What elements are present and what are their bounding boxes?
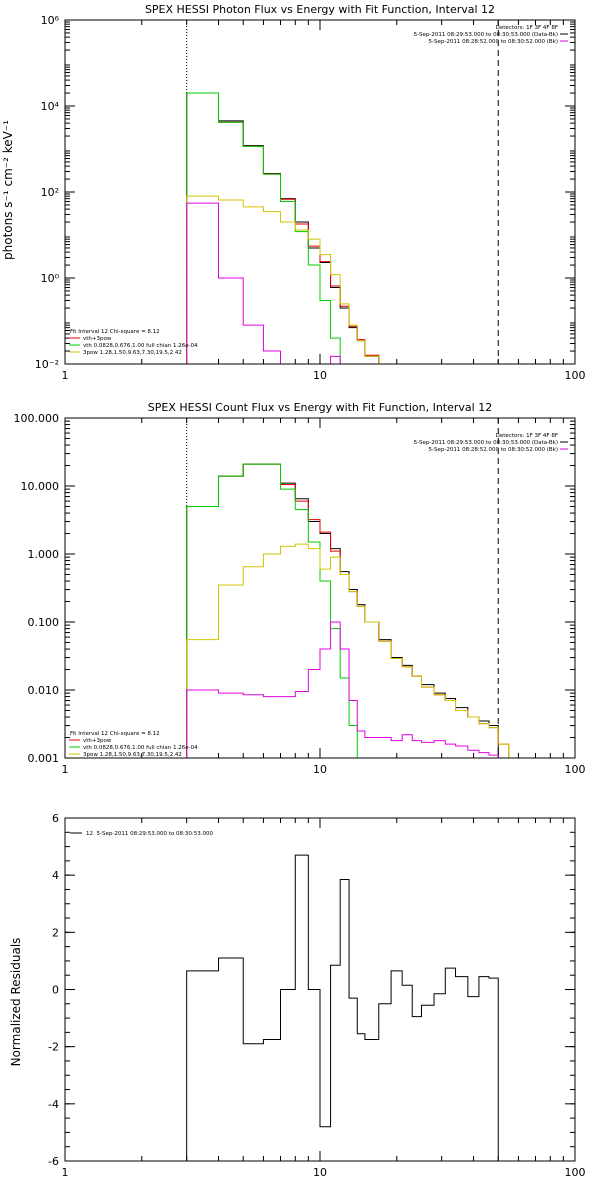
- count-chart-title: SPEX HESSI Count Flux vs Energy with Fit…: [148, 401, 492, 414]
- legend-right-entry: 5-Sep-2011 08:28:52.000 to 08:30:52.000 …: [429, 447, 559, 453]
- series-data-bk-line: [186, 92, 499, 364]
- legend-left-entry: Fit Interval 12 Chi-square = 8.12: [70, 329, 160, 335]
- legend-left-entry: vth+3pow: [83, 738, 112, 744]
- photon-chart-title: SPEX HESSI Photon Flux vs Energy with Fi…: [145, 3, 495, 16]
- residuals-plot-frame: [64, 817, 576, 1162]
- legend-right-entry: 5-Sep-2011 08:28:52.000 to 08:30:52.000 …: [429, 39, 559, 45]
- legend-left-entry: 3pow 1.28,1.50,9.63,7.30,19.5,2.42: [83, 350, 182, 356]
- legend-left-entry: vth+3pow: [83, 336, 112, 342]
- x-tick-label: 100: [565, 1166, 586, 1179]
- legend-right-entry: Detectors: 1F 3F 4F 8F: [496, 433, 558, 439]
- series-vth-3pow-line: [186, 463, 519, 758]
- y-tick-label: 10.000: [21, 480, 60, 493]
- y-tick-label: -4: [48, 1098, 59, 1111]
- y-tick-label: 100.000: [14, 412, 60, 425]
- y-tick-label: 10⁴: [41, 100, 60, 113]
- residuals-plot-area: 1 10 100 -6 -4 -2 0 2 4 6 12. 5-Sep-2011 08:29:53.…: [48, 812, 585, 1179]
- count-plot-area: 1 10 100 0.001 0.010 0.100 1.000 10.000 100.000 D…: [14, 412, 586, 776]
- y-tick-label: 0: [52, 984, 59, 997]
- legend-left-entry: 12. 5-Sep-2011 08:29:53.000 to 08:30:53.…: [86, 831, 213, 837]
- count-plot-frame: [64, 417, 576, 759]
- y-tick-label: 10⁻²: [35, 358, 59, 371]
- photon-flux-panel: SPEX HESSI Photon Flux vs Energy with Fi…: [1, 3, 586, 382]
- legend-left-entry: vth 0.0828,0.676,1.00 full chian 1.26e-0…: [83, 745, 198, 751]
- y-tick-label: 0.001: [28, 752, 60, 765]
- x-tick-label: 1: [62, 1166, 69, 1179]
- x-tick-label: 10: [313, 763, 327, 776]
- residuals-panel: Normalized Residuals 1 10 100 -6 -4 -2 0 2 4 6 12.…: [9, 812, 586, 1179]
- y-tick-label: -6: [48, 1155, 59, 1168]
- legend-left-entry: Fit Interval 12 Chi-square = 8.12: [70, 731, 160, 737]
- residuals-y-axis-label: Normalized Residuals: [9, 938, 23, 1067]
- y-tick-label: -2: [48, 1041, 59, 1054]
- legend-right-entry: 5-Sep-2011 08:29:53.000 to 08:30:53.000 …: [414, 440, 558, 446]
- y-tick-label: 2: [52, 926, 59, 939]
- photon-y-axis-label: photons s⁻¹ cm⁻² keV⁻¹: [1, 120, 15, 260]
- x-tick-label: 10: [313, 369, 327, 382]
- y-tick-label: 10⁰: [41, 272, 60, 285]
- x-tick-label: 1: [62, 763, 69, 776]
- series-bk-line: [186, 202, 499, 364]
- y-tick-label: 6: [52, 812, 59, 825]
- y-tick-label: 4: [52, 869, 59, 882]
- series-data-bk-line: [186, 463, 499, 758]
- x-tick-label: 1: [62, 369, 69, 382]
- y-tick-label: 0.100: [28, 616, 60, 629]
- x-tick-label: 10: [313, 1166, 327, 1179]
- y-tick-label: 10⁶: [41, 14, 60, 27]
- legend-right-entry: 5-Sep-2011 08:29:53.000 to 08:30:53.000 …: [414, 32, 558, 38]
- legend-right-entry: Detectors: 1F 3F 4F 8F: [496, 25, 558, 31]
- photon-plot-frame: [64, 19, 576, 365]
- series-3pow-line: [186, 195, 499, 364]
- series-3pow-line: [186, 543, 519, 758]
- legend-left-entry: 3pow 1.28,1.50,9.63,7.30,19.5,2.42: [83, 752, 182, 758]
- count-flux-panel: SPEX HESSI Count Flux vs Energy with Fit…: [14, 401, 586, 776]
- y-tick-label: 0.010: [28, 684, 60, 697]
- series-residuals-line: [186, 854, 499, 1161]
- legend-left-entry: vth 0.0828,0.676,1.00 full chian 1.26e-0…: [83, 343, 198, 349]
- y-tick-label: 10²: [41, 186, 59, 199]
- series-vth-3pow-line: [186, 92, 499, 364]
- x-tick-label: 100: [565, 763, 586, 776]
- photon-plot-area: 1 10 100 10⁻² 10⁰ 10² 10⁴ 10⁶ Detectors: 1F 3F 4…: [35, 14, 586, 382]
- y-tick-label: 1.000: [28, 548, 60, 561]
- x-tick-label: 100: [565, 369, 586, 382]
- series-vth-line: [186, 463, 365, 758]
- series-bk-line: [186, 621, 499, 758]
- series-vth-line: [186, 92, 379, 364]
